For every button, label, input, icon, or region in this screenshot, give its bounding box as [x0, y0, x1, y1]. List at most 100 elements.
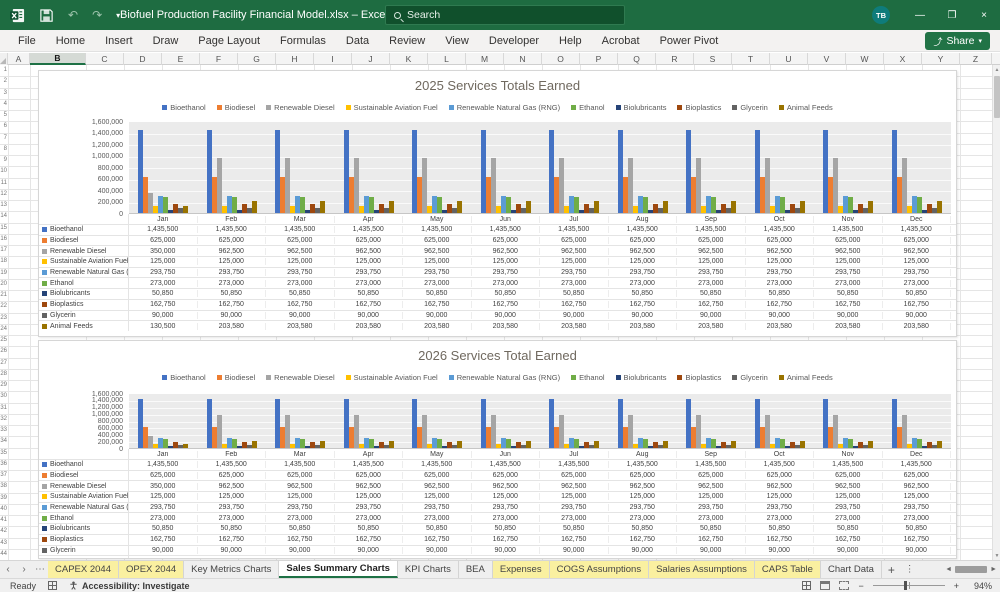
- hscroll-left-icon[interactable]: ◄: [945, 566, 953, 573]
- sheet-tab-opex-2044[interactable]: OPEX 2044: [118, 561, 185, 578]
- chart-2[interactable]: 2026 Services Total Earned Bioethanol Biod…: [38, 340, 957, 559]
- row-header-30[interactable]: 30: [0, 393, 7, 400]
- ribbon-tab-draw[interactable]: Draw: [152, 34, 179, 47]
- select-all-corner[interactable]: [0, 53, 8, 65]
- row-header-34[interactable]: 34: [0, 438, 7, 445]
- sheet-tab-chart-data[interactable]: Chart Data: [821, 561, 882, 578]
- row-header-6[interactable]: 6: [3, 123, 7, 130]
- column-header-l[interactable]: L: [428, 53, 466, 65]
- horizontal-scroll-thumb[interactable]: [955, 566, 988, 573]
- column-header-w[interactable]: W: [846, 53, 884, 65]
- column-header-f[interactable]: F: [200, 53, 238, 65]
- row-header-28[interactable]: 28: [0, 370, 7, 377]
- sheet-tab-sales-summary-charts[interactable]: Sales Summary Charts: [279, 561, 398, 578]
- row-header-13[interactable]: 13: [0, 202, 7, 208]
- vertical-scroll-thumb[interactable]: [994, 76, 1000, 118]
- row-header-12[interactable]: 12: [0, 190, 7, 197]
- ribbon-tab-view[interactable]: View: [445, 34, 469, 47]
- row-header-40[interactable]: 40: [0, 505, 7, 512]
- column-header-g[interactable]: G: [238, 53, 276, 65]
- row-header-25[interactable]: 25: [0, 337, 7, 343]
- column-header-t[interactable]: T: [732, 53, 770, 65]
- ribbon-tab-review[interactable]: Review: [389, 34, 426, 47]
- ribbon-tab-insert[interactable]: Insert: [105, 34, 133, 47]
- row-header-21[interactable]: 21: [0, 292, 7, 298]
- row-header-33[interactable]: 33: [0, 427, 7, 433]
- column-header-c[interactable]: C: [86, 53, 124, 65]
- accessibility-checker[interactable]: Accessibility: Investigate: [69, 581, 190, 591]
- ribbon-tab-page-layout[interactable]: Page Layout: [198, 34, 261, 47]
- macro-record-icon[interactable]: [48, 581, 58, 590]
- hscroll-right-icon[interactable]: ►: [990, 566, 997, 573]
- sheet-tab-expenses[interactable]: Expenses: [492, 561, 550, 578]
- row-header-32[interactable]: 32: [0, 415, 7, 422]
- prev-sheet-button[interactable]: ‹: [6, 564, 10, 575]
- column-header-u[interactable]: U: [770, 53, 808, 65]
- column-header-h[interactable]: H: [276, 53, 314, 65]
- row-header-43[interactable]: 43: [0, 539, 7, 546]
- column-header-j[interactable]: J: [352, 53, 390, 65]
- row-header-3[interactable]: 3: [3, 89, 7, 96]
- worksheet-grid[interactable]: 1 2 3 4 5 6 7 8 9 10 11 12 13 14 15 16 17 18 19 20 21 22 23 24 2…: [0, 65, 1000, 560]
- column-header-o[interactable]: O: [542, 53, 580, 65]
- row-header-23[interactable]: 23: [0, 314, 7, 321]
- row-header-9[interactable]: 9: [3, 157, 7, 163]
- row-header-19[interactable]: 19: [0, 269, 7, 276]
- row-header-14[interactable]: 14: [0, 213, 7, 220]
- ribbon-tab-home[interactable]: Home: [55, 34, 86, 47]
- row-header-2[interactable]: 2: [3, 78, 7, 85]
- row-header-42[interactable]: 42: [0, 528, 7, 535]
- minimize-button[interactable]: —: [915, 9, 925, 21]
- horizontal-scrollbar[interactable]: ◄ ►: [945, 561, 1000, 578]
- sheet-tab-cogs-assumptions[interactable]: COGS Assumptions: [549, 561, 650, 578]
- row-header-36[interactable]: 36: [0, 460, 7, 467]
- column-header-v[interactable]: V: [808, 53, 846, 65]
- column-header-a[interactable]: A: [8, 53, 30, 65]
- row-header-35[interactable]: 35: [0, 449, 7, 456]
- row-header-41[interactable]: 41: [0, 517, 7, 523]
- redo-icon[interactable]: ↷: [92, 8, 103, 22]
- customize-toolbar-icon[interactable]: ▾: [116, 10, 121, 20]
- row-header-8[interactable]: 8: [3, 145, 7, 152]
- ribbon-tab-file[interactable]: File: [18, 34, 36, 47]
- restore-button[interactable]: ❐: [947, 9, 957, 21]
- normal-view-icon[interactable]: [802, 581, 812, 590]
- more-sheets-button[interactable]: ⋯: [35, 564, 45, 575]
- column-header-m[interactable]: M: [466, 53, 504, 65]
- column-header-e[interactable]: E: [162, 53, 200, 65]
- row-header-20[interactable]: 20: [0, 280, 7, 287]
- page-break-view-icon[interactable]: [839, 581, 850, 590]
- row-header-27[interactable]: 27: [0, 359, 7, 366]
- column-header-q[interactable]: Q: [618, 53, 656, 65]
- row-header-31[interactable]: 31: [0, 404, 7, 411]
- new-sheet-button[interactable]: +: [887, 562, 895, 577]
- column-header-x[interactable]: X: [884, 53, 922, 65]
- vertical-scrollbar[interactable]: ▲ ▼: [992, 65, 1000, 560]
- column-header-y[interactable]: Y: [922, 53, 960, 65]
- column-header-r[interactable]: R: [656, 53, 694, 65]
- column-header-z[interactable]: Z: [960, 53, 992, 65]
- column-header-k[interactable]: K: [390, 53, 428, 65]
- zoom-in-button[interactable]: +: [953, 580, 959, 591]
- ribbon-tab-formulas[interactable]: Formulas: [280, 34, 326, 47]
- ribbon-tab-power-pivot[interactable]: Power Pivot: [659, 34, 719, 47]
- sheet-tab-caps-table[interactable]: CAPS Table: [754, 561, 821, 578]
- row-header-18[interactable]: 18: [0, 258, 7, 265]
- row-header-17[interactable]: 17: [0, 247, 7, 253]
- page-layout-view-icon[interactable]: [820, 581, 831, 590]
- row-header-5[interactable]: 5: [3, 112, 7, 118]
- zoom-out-button[interactable]: −: [858, 580, 864, 591]
- column-header-s[interactable]: S: [694, 53, 732, 65]
- row-header-15[interactable]: 15: [0, 224, 7, 231]
- scroll-down-icon[interactable]: ▼: [994, 552, 1000, 559]
- row-header-37[interactable]: 37: [0, 472, 7, 478]
- row-header-39[interactable]: 39: [0, 494, 7, 501]
- save-icon[interactable]: [39, 8, 54, 23]
- column-header-i[interactable]: I: [314, 53, 352, 65]
- zoom-slider-thumb[interactable]: [904, 581, 908, 590]
- ribbon-tab-data[interactable]: Data: [345, 34, 370, 47]
- row-header-1[interactable]: 1: [3, 67, 7, 73]
- undo-icon[interactable]: ↶: [68, 8, 79, 22]
- sheet-tab-capex-2044[interactable]: CAPEX 2044: [48, 561, 119, 578]
- sheet-tab-salaries-assumptions[interactable]: Salaries Assumptions: [649, 561, 755, 578]
